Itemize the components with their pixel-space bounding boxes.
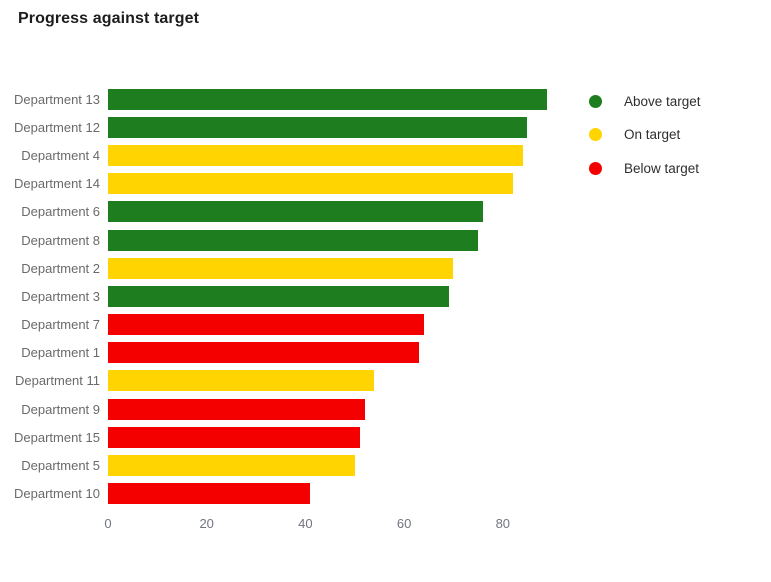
category-label: Department 11 xyxy=(14,373,100,389)
bar xyxy=(108,314,424,336)
bar xyxy=(108,257,454,279)
bar-row: Department 11 xyxy=(0,367,580,395)
category-label: Department 3 xyxy=(21,288,100,304)
legend-dot-below-target-icon xyxy=(589,161,602,175)
legend-dot-above-target-icon xyxy=(589,94,602,108)
category-label: Department 10 xyxy=(14,486,100,502)
bar-row: Department 8 xyxy=(0,226,580,254)
bar xyxy=(108,398,365,420)
category-label: Department 6 xyxy=(21,204,100,220)
bar-row: Department 15 xyxy=(0,423,580,451)
legend-label: On target xyxy=(624,127,681,142)
bar-row: Department 6 xyxy=(0,198,580,226)
category-label: Department 14 xyxy=(14,176,100,192)
x-axis-tick-label: 80 xyxy=(495,516,511,531)
bar-row: Department 7 xyxy=(0,311,580,339)
bar xyxy=(108,426,360,448)
bar-row: Department 5 xyxy=(0,451,580,479)
chart-title: Progress against target xyxy=(18,10,200,27)
category-label: Department 5 xyxy=(21,458,100,474)
x-axis: 0 20 40 60 80 xyxy=(104,516,548,536)
legend-label: Above target xyxy=(624,93,701,109)
legend-dot-on-target-icon xyxy=(589,128,602,141)
category-label: Department 15 xyxy=(14,429,100,445)
bar-row: Department 13 xyxy=(0,85,580,113)
category-label: Department 4 xyxy=(21,147,100,163)
bar-row: Department 12 xyxy=(0,113,580,141)
legend: Above target On target Below target xyxy=(589,94,759,195)
x-axis-tick-label: 40 xyxy=(298,516,313,531)
bar xyxy=(108,370,375,392)
category-label: Department 1 xyxy=(21,345,100,361)
bar xyxy=(108,342,419,364)
bar-row: Department 3 xyxy=(0,282,580,310)
bar-row: Department 2 xyxy=(0,254,580,282)
bar-row: Department 4 xyxy=(0,141,580,169)
category-label: Department 7 xyxy=(21,317,100,333)
category-label: Department 12 xyxy=(14,119,100,135)
legend-item-on-target: On target xyxy=(589,127,759,142)
bar xyxy=(108,285,449,307)
bar-row: Department 9 xyxy=(0,395,580,423)
legend-item-below-target: Below target xyxy=(589,160,759,176)
bar xyxy=(108,483,311,505)
bar xyxy=(108,88,548,110)
bar xyxy=(108,229,479,251)
bar-chart-plot-area: Department 13 Department 12 Department 4 De… xyxy=(0,85,580,508)
bar-row: Department 1 xyxy=(0,339,580,367)
bar xyxy=(108,144,523,166)
bar-row: Department 10 xyxy=(0,480,580,508)
x-axis-tick-label: 0 xyxy=(104,516,112,531)
bar-row: Department 14 xyxy=(0,170,580,198)
category-label: Department 2 xyxy=(21,260,100,276)
bar xyxy=(108,116,528,138)
bar xyxy=(108,455,355,477)
legend-label: Below target xyxy=(624,160,700,176)
bar xyxy=(108,173,513,195)
bar xyxy=(108,201,484,223)
x-axis-tick-label: 60 xyxy=(396,516,412,531)
x-axis-tick-label: 20 xyxy=(199,516,214,531)
category-label: Department 13 xyxy=(14,91,100,107)
category-label: Department 9 xyxy=(21,401,100,417)
legend-item-above-target: Above target xyxy=(589,93,759,109)
category-label: Department 8 xyxy=(21,232,100,248)
